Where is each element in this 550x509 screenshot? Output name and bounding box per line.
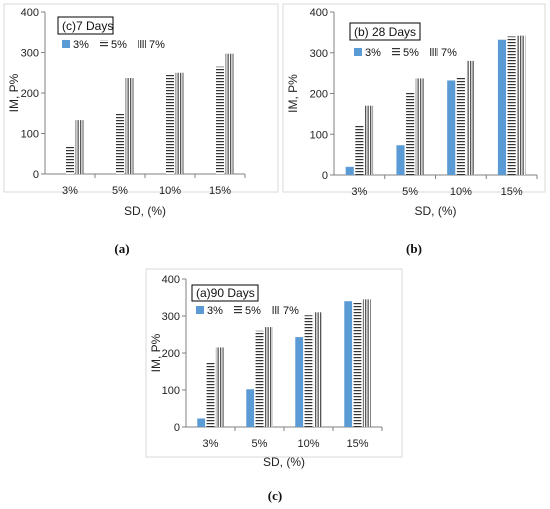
bar-series-3pct-10pct [295,337,304,427]
legend-label-7pct: 7% [149,39,165,51]
x-tick-label: 3% [203,438,219,450]
bar-series-5pct-3pct [355,124,364,175]
y-tick-label: 400 [162,274,180,286]
figure-caption: (b) [406,241,422,256]
bar-series-5pct-5pct [116,113,124,174]
x-axis-label: SD, (%) [415,204,457,218]
bar-series-7pct-15pct [517,35,526,176]
legend-label-5pct: 5% [111,39,127,51]
y-tick-label: 0 [174,422,180,434]
bar-series-5pct-15pct [216,66,224,174]
chart-title-box [57,16,114,35]
y-tick-label: 0 [322,170,328,182]
bar-series-3pct-5pct [246,389,255,427]
x-tick-label: 10% [297,438,319,450]
bar-series-7pct-3pct [215,347,224,427]
bar-series-7pct-15pct [362,299,371,427]
legend-label-3pct: 3% [365,47,381,59]
x-tick-label: 10% [159,185,181,197]
bar-series-7pct-5pct [125,78,134,174]
chart-title: (b) 28 Days [354,25,416,39]
bar-series-5pct-3pct [206,362,215,427]
bar-series-3pct-15pct [344,301,353,427]
y-axis-label: IM, P% [149,333,163,372]
y-tick-label: 400 [21,7,39,19]
legend-label-7pct: 7% [283,305,299,317]
x-tick-label: 5% [112,185,128,197]
legend-label-3pct: 3% [207,305,223,317]
y-tick-label: 300 [21,48,39,60]
bar-series-7pct-10pct [175,72,184,174]
legend-swatch-7pct [272,306,280,314]
x-tick-label: 15% [209,185,231,197]
x-tick-label: 10% [450,186,472,198]
legend-swatch-3pct [354,48,362,56]
y-tick-label: 200 [310,89,328,101]
bar-series-5pct-15pct [353,302,362,427]
figure-caption: (c) [268,488,282,503]
x-axis-label: SD, (%) [124,204,166,218]
chart-7-days: 0 100 200 300 400 3% 5% 10% 15% (c)7 Days 3% 5% 7% SD… [3,3,279,256]
x-tick-label: 5% [252,438,268,450]
chart-90-days: 0 100 200 300 400 3% 5% 10% 15% (a)90 Days 3% 5% 7% S… [145,268,403,503]
legend-label-7pct: 7% [441,47,457,59]
legend-label-5pct: 5% [245,305,261,317]
legend-label-3pct: 3% [73,39,89,51]
bar-series-5pct-10pct [456,77,465,175]
bar-series-3pct-10pct [447,80,456,175]
y-tick-label: 200 [162,348,180,360]
bar-series-3pct-3pct [345,166,354,175]
y-tick-label: 400 [310,7,328,19]
bar-series-7pct-15pct [225,53,234,175]
bar-series-3pct-3pct [197,418,206,427]
y-axis-label: IM, P% [7,73,21,112]
y-tick-label: 300 [162,311,180,323]
bar-series-5pct-5pct [406,92,415,175]
bar-series-7pct-3pct [75,120,84,174]
legend-swatch-5pct [100,40,108,48]
bar-series-7pct-10pct [313,312,322,427]
bar-series-5pct-15pct [507,36,516,176]
bar-series-7pct-10pct [466,60,475,175]
bar-series-5pct-10pct [166,74,174,174]
x-tick-label: 15% [501,186,523,198]
y-tick-label: 0 [33,169,39,181]
y-tick-label: 100 [21,129,39,141]
legend-swatch-3pct [196,306,204,314]
legend-swatch-5pct [234,306,242,314]
legend-swatch-7pct [138,40,146,48]
bar-series-5pct-5pct [255,330,264,427]
y-tick-label: 100 [310,129,328,141]
bar-series-7pct-5pct [264,327,273,427]
bar-series-3pct-5pct [396,145,405,175]
bar-series-5pct-3pct [66,145,74,174]
chart-title: (c)7 Days [62,19,113,33]
x-tick-label: 5% [402,186,418,198]
chart-28-days: 0 100 200 300 400 3% 5% 10% 15% (b) 28 Days 3% 5% 7%… [282,3,546,256]
chart-title: (a)90 Days [196,286,255,300]
legend-swatch-5pct [392,48,400,56]
x-tick-label: 3% [351,186,367,198]
figure-caption: (a) [114,241,129,256]
y-tick-label: 100 [162,385,180,397]
y-axis-label: IM, P% [286,74,300,113]
bar-series-7pct-5pct [415,78,424,175]
y-tick-label: 200 [21,88,39,100]
y-tick-label: 300 [310,48,328,60]
legend-swatch-3pct [62,40,70,48]
bar-series-5pct-10pct [304,315,313,427]
legend-label-5pct: 5% [403,47,419,59]
bar-series-3pct-15pct [497,39,507,176]
bar-series-7pct-3pct [364,105,374,175]
chart-title-box [349,22,421,41]
chart-title-box [191,284,259,302]
legend-swatch-7pct [430,48,438,56]
x-axis-label: SD, (%) [263,455,305,469]
x-tick-label: 15% [346,438,368,450]
x-tick-label: 3% [62,185,78,197]
